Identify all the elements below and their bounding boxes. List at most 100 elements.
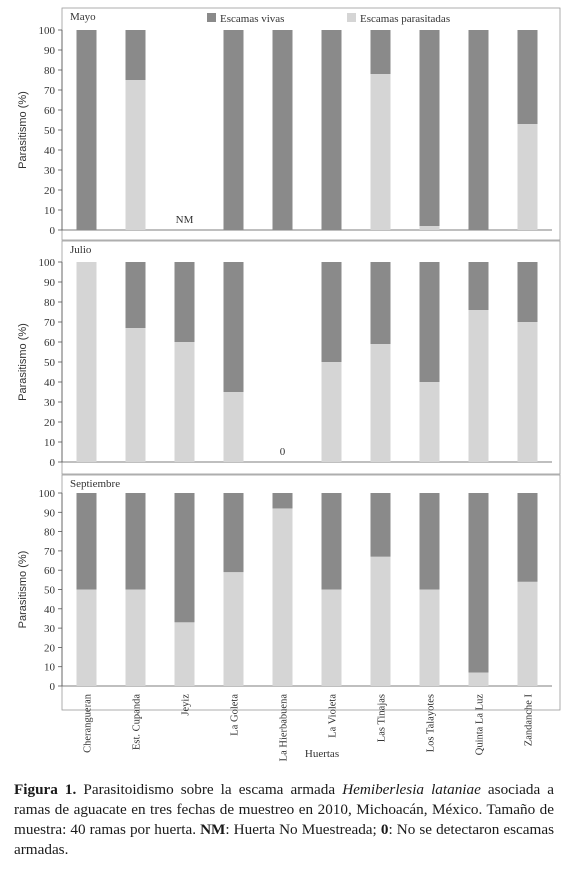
bar-parasitadas xyxy=(223,572,244,686)
bar-vivas xyxy=(517,262,538,322)
x-tick-label: Quinta La Luz xyxy=(475,694,486,756)
bar-vivas xyxy=(517,493,538,582)
x-tick-label: Las Tinajas xyxy=(377,694,388,742)
bar-parasitadas xyxy=(517,124,538,230)
y-tick-label: 40 xyxy=(44,604,56,616)
bar-vivas xyxy=(419,262,440,382)
y-tick-label: 10 xyxy=(44,205,56,217)
y-tick-label: 90 xyxy=(44,45,56,57)
bar-vivas xyxy=(174,262,195,342)
bar-vivas xyxy=(76,493,97,590)
x-tick-label: Jeyiz xyxy=(181,694,192,716)
bar-vivas xyxy=(517,30,538,124)
bar-vivas xyxy=(125,493,146,590)
y-tick-label: 20 xyxy=(44,642,56,654)
bar-vivas xyxy=(125,30,146,80)
y-tick-label: 50 xyxy=(44,585,56,597)
y-tick-label: 100 xyxy=(39,25,56,37)
bar-vivas xyxy=(321,493,342,590)
y-tick-label: 20 xyxy=(44,417,56,429)
bar-parasitadas xyxy=(517,581,538,686)
bar-parasitadas xyxy=(76,589,97,686)
y-tick-label: 50 xyxy=(44,125,56,137)
y-tick-label: 20 xyxy=(44,185,56,197)
y-tick-label: 60 xyxy=(44,105,56,117)
bar-vivas xyxy=(76,30,97,230)
bar-parasitadas xyxy=(174,342,195,462)
y-tick-label: 80 xyxy=(44,527,56,539)
bar-parasitadas xyxy=(125,80,146,230)
x-tick-label: Los Talayotes xyxy=(426,694,437,752)
caption-text-2: asociada a ramas de aguacate en tres fec… xyxy=(14,781,554,838)
x-tick-label: Zandanche I xyxy=(524,694,535,747)
y-tick-label: 60 xyxy=(44,337,56,349)
bar-vivas xyxy=(125,262,146,328)
caption-species: Hemiberlesia lataniae xyxy=(342,781,481,798)
bar-parasitadas xyxy=(419,382,440,462)
y-tick-label: 60 xyxy=(44,565,56,577)
y-tick-label: 30 xyxy=(44,165,56,177)
bar-annotation: NM xyxy=(176,214,194,226)
y-tick-label: 100 xyxy=(39,257,56,269)
y-tick-label: 30 xyxy=(44,623,56,635)
bar-vivas xyxy=(370,262,391,344)
y-tick-label: 0 xyxy=(50,457,56,469)
caption-nm-text: : Huerta No Muestreada; xyxy=(225,821,381,838)
x-tick-label: La Hierbabuena xyxy=(279,694,290,762)
y-axis-label: Parasitismo (%) xyxy=(17,323,29,401)
bar-vivas xyxy=(223,262,244,392)
bar-parasitadas xyxy=(125,328,146,462)
bar-parasitadas xyxy=(419,226,440,230)
figure-caption: Figura 1. Parasitoidismo sobre la escama… xyxy=(14,780,554,860)
bar-vivas xyxy=(223,30,244,230)
y-tick-label: 70 xyxy=(44,317,56,329)
caption-zero-label: 0 xyxy=(380,821,389,838)
y-tick-label: 10 xyxy=(44,437,56,449)
y-tick-label: 90 xyxy=(44,507,56,519)
bar-parasitadas xyxy=(223,392,244,462)
y-tick-label: 80 xyxy=(44,297,56,309)
y-axis-label: Parasitismo (%) xyxy=(17,91,29,169)
y-tick-label: 70 xyxy=(44,85,56,97)
y-axis-label: Parasitismo (%) xyxy=(17,551,29,629)
x-axis-label: Huertas xyxy=(305,748,339,760)
bar-parasitadas xyxy=(419,589,440,686)
bar-annotation: 0 xyxy=(280,446,286,458)
bar-parasitadas xyxy=(370,74,391,230)
bar-vivas xyxy=(468,493,489,673)
bar-vivas xyxy=(370,493,391,557)
bar-parasitadas xyxy=(468,672,489,686)
bar-parasitadas xyxy=(321,589,342,686)
bar-parasitadas xyxy=(321,362,342,462)
panel-title: Julio xyxy=(70,244,92,256)
bar-parasitadas xyxy=(468,310,489,462)
legend-label-vivas: Escamas vivas xyxy=(220,13,284,25)
x-tick-label: Cherangueran xyxy=(83,693,94,753)
panel-title: Mayo xyxy=(70,11,96,23)
x-tick-label: Est. Cupanda xyxy=(132,694,143,750)
caption-label: Figura 1. xyxy=(14,781,77,798)
bar-vivas xyxy=(370,30,391,74)
bar-vivas xyxy=(223,493,244,573)
bar-vivas xyxy=(321,262,342,362)
y-tick-label: 10 xyxy=(44,662,56,674)
bar-vivas xyxy=(321,30,342,230)
bar-vivas xyxy=(419,30,440,226)
bar-parasitadas xyxy=(272,508,293,686)
bar-parasitadas xyxy=(370,344,391,462)
x-tick-label: La Goleta xyxy=(230,694,241,736)
bar-parasitadas xyxy=(174,622,195,686)
y-tick-label: 70 xyxy=(44,546,56,558)
bar-vivas xyxy=(419,493,440,590)
bar-parasitadas xyxy=(125,589,146,686)
bar-vivas xyxy=(468,30,489,230)
y-tick-label: 80 xyxy=(44,65,56,77)
y-tick-label: 40 xyxy=(44,145,56,157)
legend-label-parasitadas: Escamas parasitadas xyxy=(360,13,450,25)
panel-title: Septiembre xyxy=(70,478,120,490)
y-tick-label: 90 xyxy=(44,277,56,289)
bar-parasitadas xyxy=(370,556,391,686)
bar-vivas xyxy=(272,30,293,230)
y-tick-label: 0 xyxy=(50,681,56,693)
y-tick-label: 100 xyxy=(39,488,56,500)
